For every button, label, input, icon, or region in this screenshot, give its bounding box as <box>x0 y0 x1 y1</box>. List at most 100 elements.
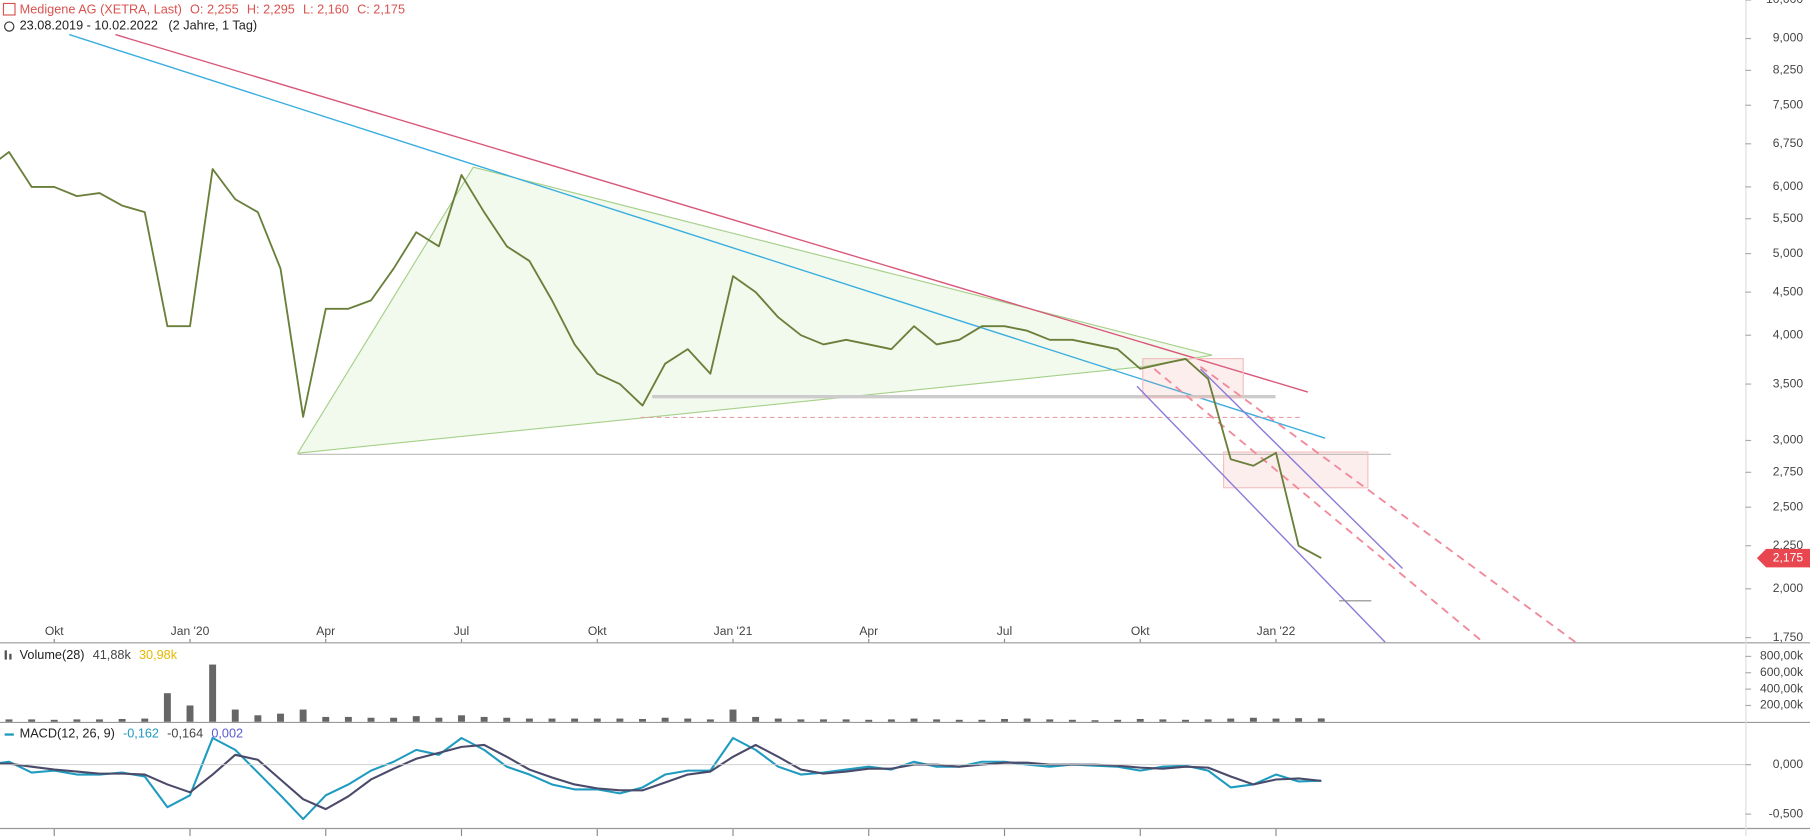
y-tick-label: 800,00k <box>1760 649 1804 663</box>
panel-stat: 41,88k <box>93 648 132 662</box>
y-tick-label: 4,000 <box>1773 327 1804 341</box>
plot-area <box>0 736 1746 821</box>
channel-line <box>1153 368 1484 643</box>
volume-bar <box>797 719 805 722</box>
period: (2 Jahre, 1 Tag) <box>168 19 257 33</box>
y-tick-label: 9,000 <box>1773 31 1804 45</box>
symbol-icon <box>2 2 16 16</box>
volume-bar <box>752 716 760 722</box>
volume-bar <box>118 718 126 722</box>
volume-bar <box>1204 719 1212 722</box>
y-tick-label: 10,000 <box>1766 0 1803 6</box>
channel-line <box>1200 368 1404 569</box>
volume-bar <box>1249 717 1257 722</box>
volume-bar <box>1091 720 1099 722</box>
volume-bar <box>390 717 398 722</box>
y-tick-label: 3,000 <box>1773 433 1804 447</box>
x-tick-label: Jul <box>997 624 1012 638</box>
volume-bar <box>231 709 239 722</box>
drawings <box>69 33 1577 644</box>
price-line <box>0 151 1322 559</box>
panel-title: MACD(12, 26, 9) <box>20 727 115 741</box>
volume-bar <box>616 718 624 722</box>
ohlc-label: C: 2,175 <box>357 3 405 17</box>
volume-bar <box>887 719 895 722</box>
ohlc-label: L: 2,160 <box>303 3 349 17</box>
x-tick-label: Apr <box>859 624 878 638</box>
volume-bar <box>1114 719 1122 722</box>
triangle-pattern <box>296 166 1213 454</box>
volume-bar <box>525 718 533 722</box>
y-tick-label: 6,750 <box>1773 136 1804 150</box>
volume-bar <box>774 718 782 722</box>
chart-title: Medigene AG (XETRA, Last) <box>20 3 182 17</box>
plot-area <box>0 151 1322 559</box>
y-tick-label: -0,500 <box>1769 806 1804 820</box>
header-line: Medigene AG (XETRA, Last) O: 2,255 H: 2,… <box>20 3 405 17</box>
volume-bar <box>933 719 941 722</box>
volume-bar <box>480 716 488 722</box>
volume-bar <box>1001 718 1008 722</box>
volume-bar <box>842 719 850 722</box>
y-tick-label: 5,500 <box>1773 211 1804 225</box>
y-tick-label: 2,500 <box>1773 499 1804 513</box>
ohlc-label: H: 2,295 <box>247 3 295 17</box>
volume-bar <box>50 719 58 722</box>
volume-bar <box>820 719 827 722</box>
volume-bar <box>141 718 149 722</box>
volume-bar <box>639 718 646 722</box>
panel-stat: -0,164 <box>167 727 203 741</box>
volume-bar <box>1159 719 1167 722</box>
date-range: 23.08.2019 - 10.02.2022 <box>20 19 158 33</box>
volume-bar <box>910 718 918 722</box>
panel-header: Volume(28) 41,88k 30,98k <box>20 648 178 662</box>
volume-bar <box>458 715 465 722</box>
y-tick-label: 3,500 <box>1773 376 1804 390</box>
x-tick-label: Okt <box>588 624 607 638</box>
header-line: 23.08.2019 - 10.02.2022 (2 Jahre, 1 Tag) <box>20 19 258 33</box>
channel-line <box>1199 365 1577 644</box>
volume-bar <box>209 664 217 722</box>
y-tick-label: 2,750 <box>1773 465 1804 479</box>
y-tick-label: 2,250 <box>1773 538 1804 552</box>
y-tick-label: 600,00k <box>1760 665 1804 679</box>
panel-stat: -0,162 <box>123 727 159 741</box>
volume-bar <box>1182 719 1189 722</box>
channel-line <box>1136 385 1386 643</box>
x-tick-label: Jul <box>454 624 469 638</box>
price-line <box>0 736 1322 821</box>
y-tick-label: 0,000 <box>1773 757 1804 771</box>
x-tick-label: Okt <box>1131 624 1150 638</box>
panel-header: MACD(12, 26, 9) -0,162 -0,164 0,002 <box>20 727 243 741</box>
volume-bar <box>1068 719 1076 722</box>
clock-icon <box>4 21 15 32</box>
volume-bar <box>978 719 986 722</box>
macd-icon <box>4 733 14 736</box>
volume-bar <box>661 717 669 722</box>
y-tick-label: 8,250 <box>1773 63 1804 77</box>
volume-bar <box>706 719 714 722</box>
trend-line <box>69 33 1326 439</box>
panel-title: Volume(28) <box>20 648 85 662</box>
y-tick-label: 200,00k <box>1760 698 1804 712</box>
range-box <box>1223 451 1369 489</box>
volume-bar <box>367 717 375 722</box>
volume-bar <box>865 719 873 722</box>
x-tick-label: Jan '21 <box>714 624 753 638</box>
volume-bar <box>1023 718 1031 722</box>
volume-bar <box>1317 718 1325 722</box>
trend-line <box>115 33 1309 393</box>
volume-bar <box>1227 718 1235 722</box>
y-tick-label: 4,500 <box>1773 284 1804 298</box>
y-tick-label: 2,000 <box>1773 581 1804 595</box>
volume-bar <box>593 718 601 722</box>
y-tick-label: 5,000 <box>1773 246 1804 260</box>
x-tick-label: Jan '22 <box>1257 624 1296 638</box>
volume-bar <box>503 717 511 722</box>
volume-bar <box>1295 718 1303 722</box>
last-price-marker <box>1756 548 1810 568</box>
y-tick-label: 400,00k <box>1760 681 1804 695</box>
panel-stat: 0,002 <box>211 727 243 741</box>
